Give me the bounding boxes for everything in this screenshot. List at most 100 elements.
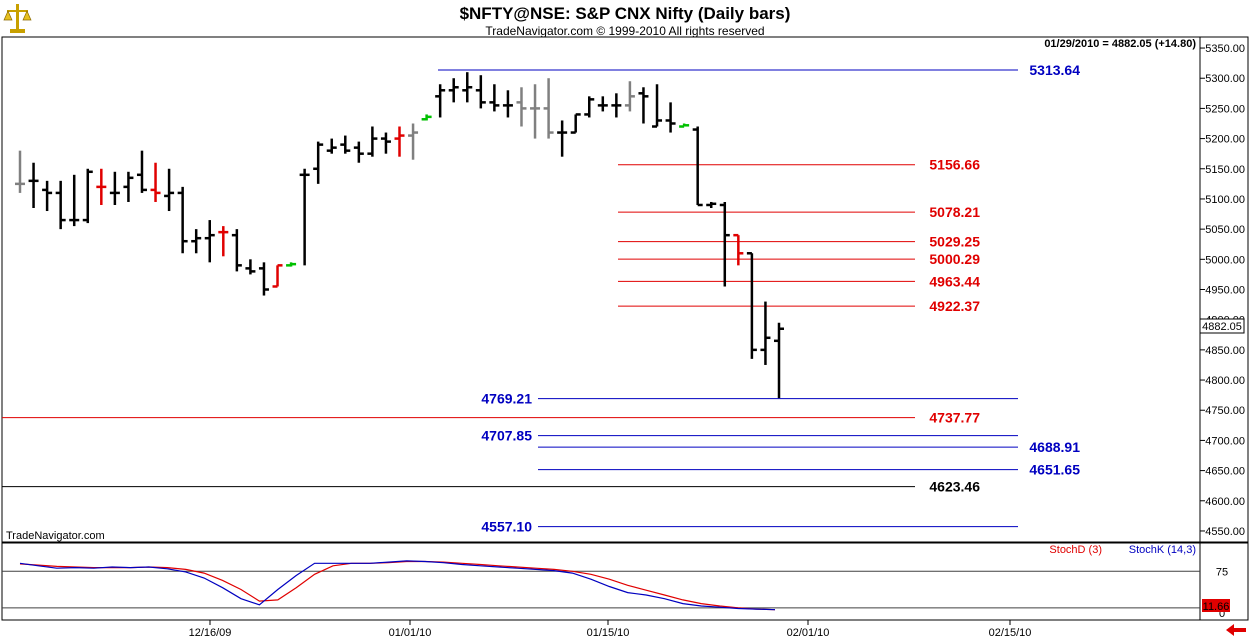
ohlc-bar [760, 301, 771, 365]
ohlc-bar [299, 168, 310, 266]
scroll-left-arrow-icon[interactable] [1226, 624, 1246, 636]
ohlc-bar [706, 201, 717, 209]
ohlc-bar [218, 226, 229, 257]
ohlc-bar [502, 90, 513, 118]
ohlc-bar [340, 135, 351, 154]
last-price-box [1199, 318, 1245, 334]
price-tick-label: 5050.00 [1205, 224, 1245, 236]
ohlc-bar [69, 174, 80, 227]
stoch-d-legend: StochD (3) [1049, 544, 1102, 556]
level-label: 5000.29 [929, 251, 980, 267]
price-tick-label: 4600.00 [1205, 496, 1245, 508]
ohlc-bar [408, 123, 419, 160]
ohlc-bar [272, 264, 283, 288]
ohlc-bar [96, 168, 107, 205]
ohlc-bar [462, 72, 473, 103]
price-axis [1199, 36, 1249, 543]
price-tick-label: 4650.00 [1205, 466, 1245, 478]
ohlc-bar [611, 93, 622, 118]
price-tick-label: 4950.00 [1205, 285, 1245, 297]
ohlc-bar [286, 262, 297, 267]
price-tick-label: 4800.00 [1205, 375, 1245, 387]
price-tick-label: 5300.00 [1205, 73, 1245, 85]
ohlc-bar [624, 81, 635, 112]
stoch-k-line [19, 560, 776, 611]
stoch-last-box [1202, 599, 1230, 612]
ohlc-bar [150, 162, 161, 202]
watermark: TradeNavigator.com [6, 530, 105, 542]
ohlc-bar [380, 132, 391, 154]
level-label: 5078.21 [929, 204, 980, 220]
level-label: 4737.77 [929, 410, 980, 426]
ohlc-bar [665, 102, 676, 133]
level-label: 4688.91 [1029, 439, 1080, 455]
ohlc-bar [692, 126, 703, 207]
level-label: 4922.37 [929, 298, 980, 314]
price-tick-label: 4700.00 [1205, 435, 1245, 447]
ohlc-bar [123, 171, 134, 202]
level-label: 4963.44 [929, 273, 980, 289]
price-panel [1, 36, 1201, 543]
ohlc-bar [82, 168, 93, 224]
price-tick-label: 5250.00 [1205, 103, 1245, 115]
price-tick-label: 4750.00 [1205, 405, 1245, 417]
last-bar-info: 01/29/2010 = 4882.05 (+14.80) [1044, 38, 1196, 50]
price-tick-label: 4850.00 [1205, 345, 1245, 357]
stoch-tick-label: 75 [1216, 566, 1228, 578]
date-label: 12/16/09 [189, 627, 232, 639]
price-tick-label: 5000.00 [1205, 254, 1245, 266]
price-tick-label: 5150.00 [1205, 164, 1245, 176]
ohlc-bar [42, 180, 53, 212]
ohlc-bar [231, 229, 242, 272]
stoch-panel [1, 542, 1201, 621]
ohlc-bar [570, 113, 581, 134]
ohlc-bar [258, 262, 269, 296]
ohlc-bar [353, 141, 364, 163]
level-label: 5029.25 [929, 234, 980, 250]
ohlc-bar [516, 87, 527, 127]
date-label: 01/15/10 [587, 627, 630, 639]
ohlc-bar [394, 126, 405, 157]
date-label: 02/01/10 [787, 627, 830, 639]
price-tick-label: 5350.00 [1205, 43, 1245, 55]
level-label: 4623.46 [929, 479, 980, 495]
ohlc-bar [28, 162, 39, 209]
level-label: 4651.65 [1029, 462, 1080, 478]
ohlc-bar [177, 186, 188, 254]
level-label: 4707.85 [481, 428, 532, 444]
ohlc-bar [584, 96, 595, 118]
ohlc-bar [15, 150, 25, 193]
ohlc-bar [733, 233, 744, 266]
ohlc-bar [435, 84, 446, 118]
ohlc-bar [489, 84, 500, 112]
ohlc-bar [448, 78, 459, 103]
ohlc-bar [164, 168, 175, 212]
ohlc-bar [774, 322, 784, 399]
ohlc-bar [109, 171, 120, 205]
ohlc-bar [475, 75, 486, 109]
ohlc-bar [204, 220, 215, 263]
ohlc-bar [136, 150, 147, 193]
price-tick-label: 5100.00 [1205, 194, 1245, 206]
level-label: 4769.21 [481, 391, 532, 407]
date-label: 01/01/10 [389, 627, 432, 639]
price-tick-label: 4550.00 [1205, 526, 1245, 538]
stoch-k-legend: StochK (14,3) [1129, 544, 1196, 556]
ohlc-bar [652, 84, 663, 128]
ohlc-bar [313, 141, 324, 184]
ohlc-bar [543, 78, 554, 139]
stoch-tick-label: 0 [1219, 608, 1225, 620]
ohlc-bar [326, 138, 337, 154]
last-price-label: 4882.05 [1202, 321, 1242, 333]
price-tick-label: 5200.00 [1205, 134, 1245, 146]
ohlc-bar [55, 180, 66, 230]
level-label: 5156.66 [929, 157, 980, 173]
date-label: 02/15/10 [989, 627, 1032, 639]
ohlc-bar [638, 87, 649, 124]
level-label: 4557.10 [481, 519, 532, 535]
chart-title: $NFTY@NSE: S&P CNX Nifty (Daily bars) [460, 4, 791, 23]
ohlc-bar [557, 120, 568, 157]
chart-subtitle: TradeNavigator.com © 1999-2010 All right… [485, 24, 764, 38]
ohlc-bar [245, 259, 256, 275]
